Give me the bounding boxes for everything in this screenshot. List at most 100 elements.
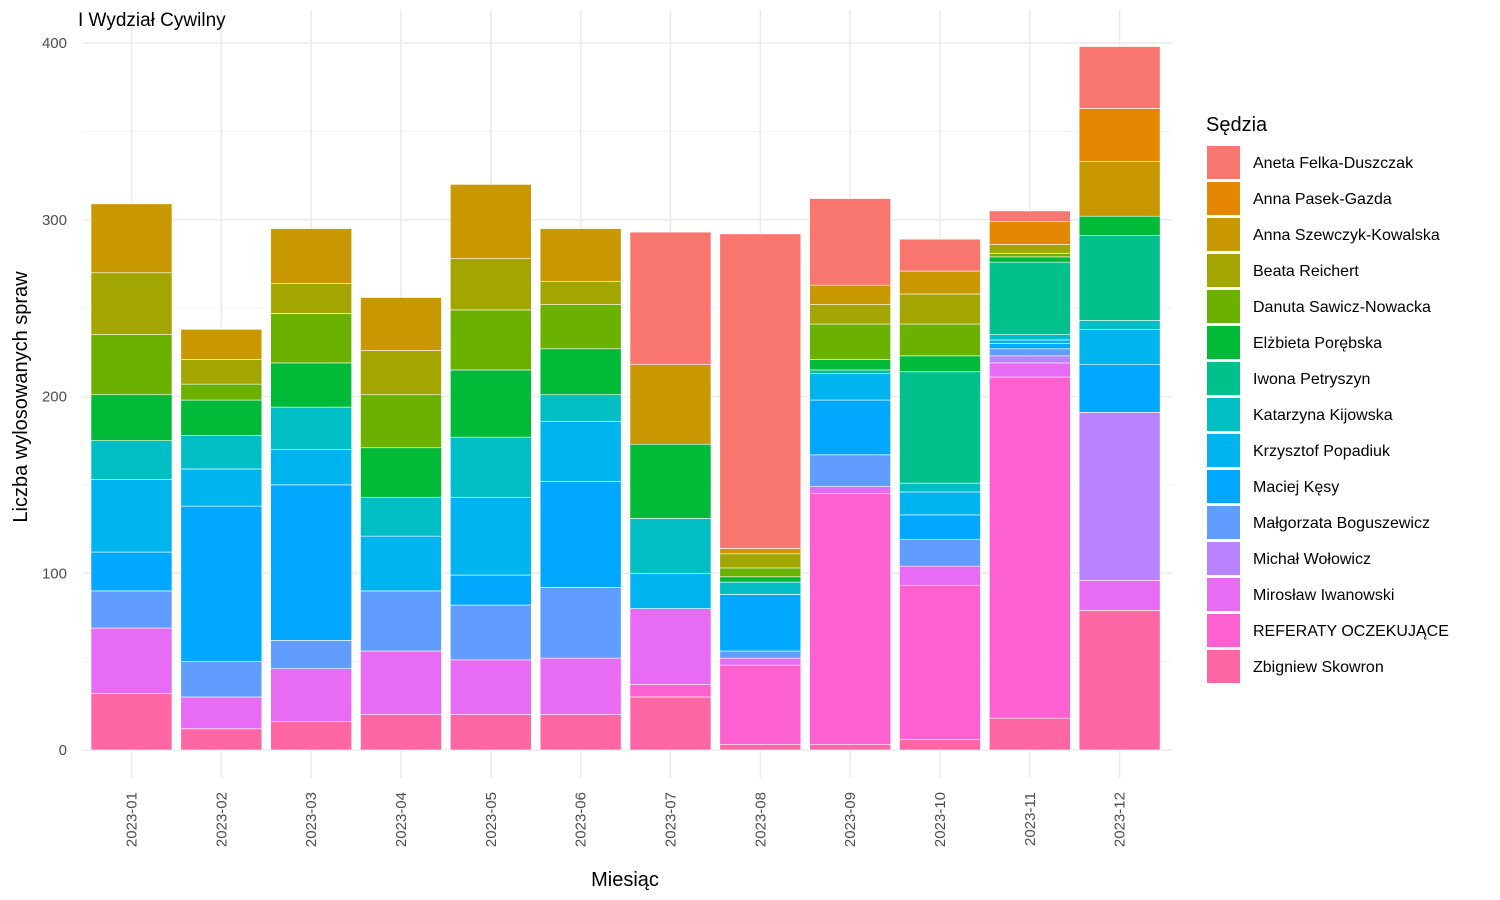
bar-segment [988,221,1071,245]
bar-segment [1078,364,1161,413]
bar-segment [1078,610,1161,751]
bar-segment [899,514,981,540]
bar-segment [450,496,532,576]
x-tick-label: 2023-01 [124,792,141,847]
bar-segment [719,664,802,745]
bar-segment [539,657,622,715]
bar-segment [360,394,442,449]
legend-label: Katarzyna Kijowska [1253,407,1393,424]
bar-segment [719,650,802,659]
bar-segment [988,355,1071,364]
bar-segment [899,482,981,493]
x-tick-label: 2023-09 [842,792,859,847]
bar-segment [450,309,532,371]
bar-segment [1078,161,1161,217]
y-tick-label: 100 [42,565,67,582]
bar-segment [899,323,981,357]
bar-segment [809,323,891,360]
bar-segment [539,281,622,305]
bar-segment [539,228,622,282]
bar-segment [1078,215,1161,236]
bar-segment [450,714,532,751]
legend-label: Małgorzata Boguszewicz [1253,515,1430,532]
bar-segment [988,348,1071,357]
bar-segment [719,594,802,652]
legend-swatch [1207,542,1240,575]
bar-segment [1078,320,1161,330]
bar-segment [270,283,352,314]
legend-swatch [1207,650,1240,683]
x-tick-label: 2023-12 [1112,792,1129,847]
bar-segment [270,484,352,641]
bar-segment [90,627,173,694]
bar-segment [539,587,622,659]
x-tick-label: 2023-05 [483,792,500,847]
bar-segment [988,210,1071,222]
bar-segment [719,744,802,751]
legend-label: Michał Wołowicz [1253,551,1371,568]
bar-segment [270,721,352,751]
legend-swatch [1207,218,1240,251]
legend: Sędzia Aneta Felka-Duszczak Anna Pasek-Ga… [1206,114,1449,683]
bar-segment [719,581,802,595]
x-tick-label: 2023-08 [752,792,769,847]
bar-segment [988,261,1071,335]
bar-segment [180,399,263,436]
legend-label: Maciej Kęsy [1253,479,1339,496]
legend-swatch [1207,290,1240,323]
bar-segment [629,696,712,751]
bar-segment [539,420,622,482]
bar-segment [988,253,1071,258]
bar-segment [180,468,263,507]
bar-segment [1078,46,1161,109]
bar-segment [270,406,352,450]
x-axis-ticks: 2023-01 2023-02 2023-03 2023-04 2023-05 2023-… [124,792,1129,847]
bar-segment [180,329,263,360]
bar-segment [988,717,1071,751]
legend-label: Mirosław Iwanowski [1253,587,1394,604]
bar-segment [899,539,981,567]
bar-segment [270,668,352,723]
bar-segment [988,343,1071,350]
bar-segment [719,657,802,666]
legend-title: Sędzia [1206,114,1268,136]
bar-segment [988,376,1071,719]
legend-swatch [1207,578,1240,611]
bar-segment [809,454,891,487]
legend-label: Zbigniew Skowron [1253,659,1384,676]
bar-segment [180,505,263,662]
bar-segment [988,334,1071,341]
bar-segment [629,572,712,609]
legend-swatch [1207,398,1240,431]
bar-segment [629,684,712,698]
legend-swatch [1207,254,1240,287]
x-tick-label: 2023-06 [573,792,590,847]
bar-segment [899,565,981,586]
bar-segment [809,493,891,745]
bar-segment [629,518,712,574]
legend-label: Krzysztof Popadiuk [1253,443,1391,460]
bar-segment [988,256,1071,263]
legend-swatch [1207,614,1240,647]
bar-segment [809,198,891,286]
bar-segment [450,369,532,438]
bar-segment [809,369,891,374]
bar-segment [180,661,263,698]
bar-segment [450,258,532,311]
bar-segment [90,203,173,274]
legend-swatch [1207,506,1240,539]
bar-segment [899,585,981,740]
bar-segment [899,270,981,295]
legend-label: Iwona Petryszyn [1253,371,1370,388]
bar-segment [360,496,442,537]
x-tick-label: 2023-02 [213,792,230,847]
bar-segment [988,339,1071,344]
bar-segment [1078,580,1161,611]
bar-segment [539,348,622,396]
x-axis-title: Miesiąc [591,869,659,891]
x-tick-label: 2023-04 [393,792,410,847]
legend-label: Aneta Felka-Duszczak [1253,155,1414,172]
bar-segment [360,590,442,652]
bar-segment [539,481,622,588]
